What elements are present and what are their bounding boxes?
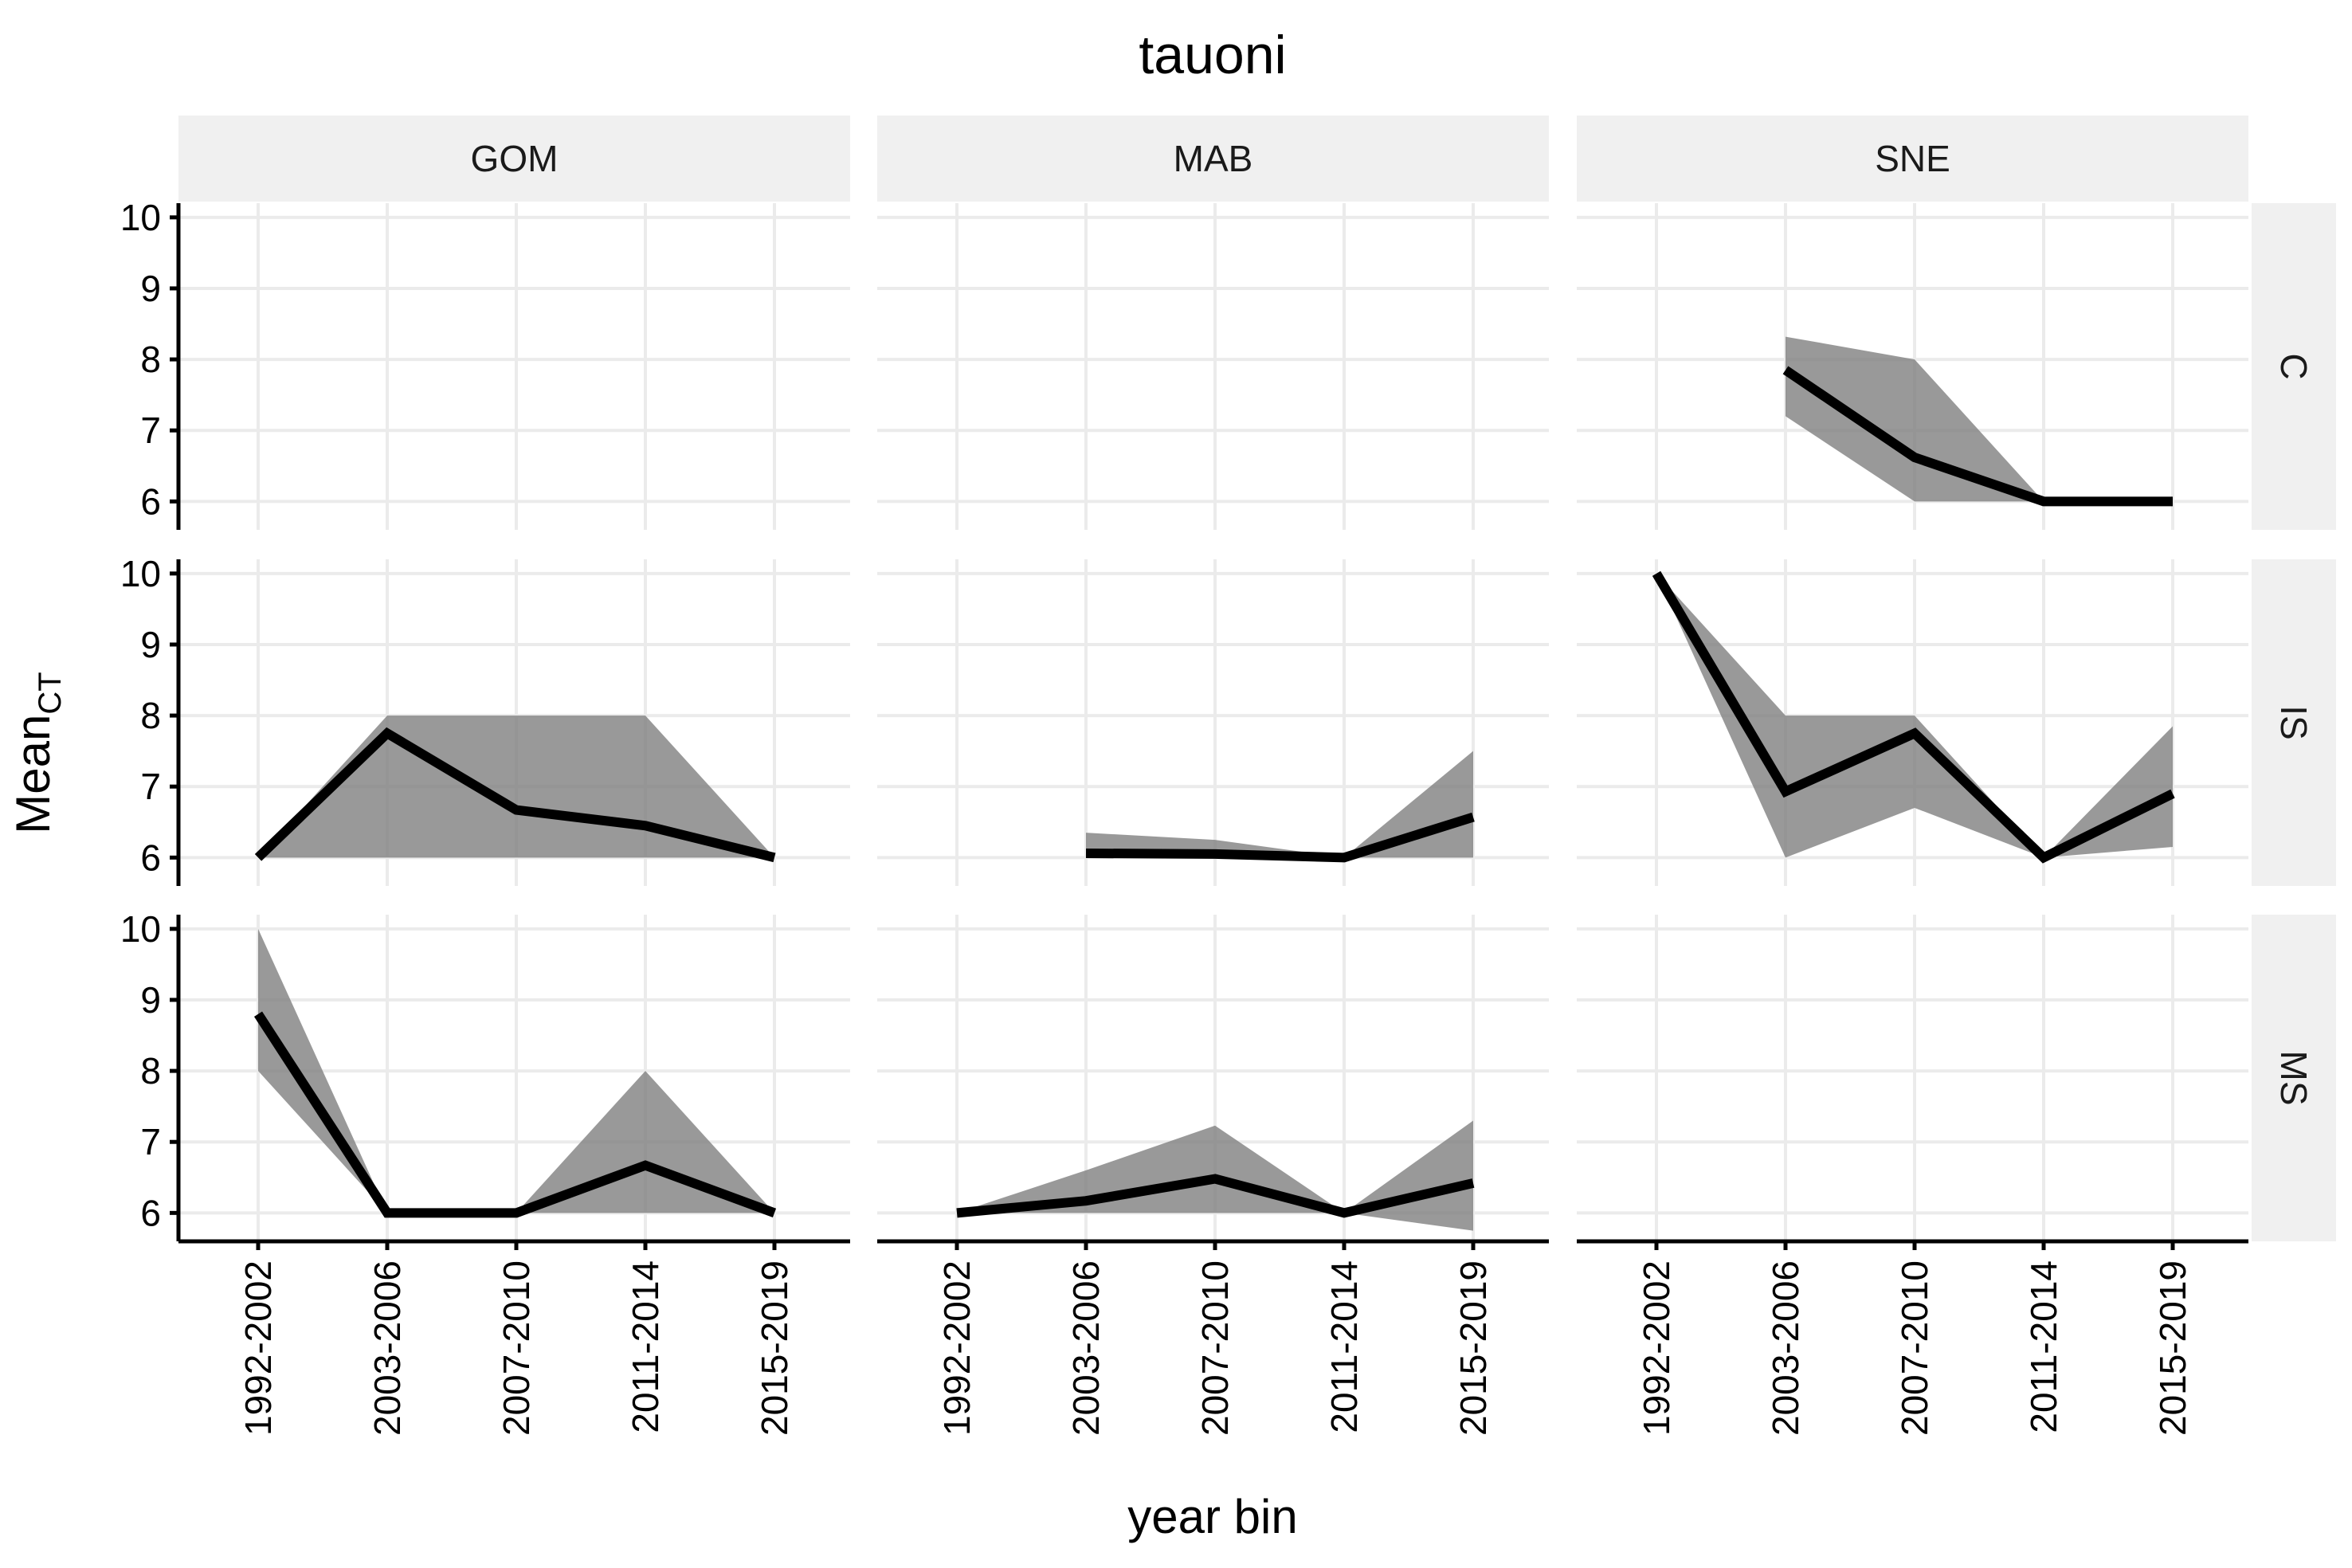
confidence-band-ms-gom <box>258 928 774 1213</box>
series-line-ms-gom <box>253 1011 777 1218</box>
x-tick-label: 2011-2014 <box>1323 1260 1365 1433</box>
x-axis-title: year bin <box>1127 1490 1297 1543</box>
x-tick-label: 2015-2019 <box>2152 1260 2193 1436</box>
column-strip-label: SNE <box>1875 138 1950 179</box>
x-tick-label: 1992-2002 <box>1636 1260 1677 1436</box>
series-line-is-sne <box>1652 570 2175 864</box>
chart-title: tauoni <box>1139 25 1286 85</box>
row-strip-ms <box>2252 915 2336 1241</box>
x-tick-label: 2007-2010 <box>496 1260 537 1436</box>
panel-c-gom <box>178 203 850 530</box>
y-axis-title-main: Mean <box>6 715 60 834</box>
series-line-c-sne <box>1782 366 2173 507</box>
column-strip-gom <box>178 116 850 202</box>
y-tick-label: 8 <box>140 695 161 736</box>
row-strip-c <box>2252 203 2336 530</box>
y-tick-label: 8 <box>140 339 161 380</box>
y-tick-label: 10 <box>120 553 161 594</box>
y-tick-label: 6 <box>140 480 161 522</box>
y-tick-label: 9 <box>140 624 161 665</box>
row-strip-label: IS <box>2273 705 2315 739</box>
y-tick-label: 10 <box>120 908 161 950</box>
column-strip-label: MAB <box>1174 138 1253 179</box>
x-tick-label: 2015-2019 <box>1452 1260 1494 1436</box>
y-tick-label: 7 <box>140 410 161 451</box>
series-line-is-gom <box>254 727 776 863</box>
panel-c-mab <box>877 203 1549 530</box>
y-tick-label: 8 <box>140 1050 161 1092</box>
confidence-band-c-sne <box>1786 336 2173 502</box>
confidence-band-is-mab <box>1086 751 1473 858</box>
y-tick-label: 10 <box>120 197 161 238</box>
panels-layer: GOM MAB SNE C IS MS 6 7 8 9 10 6 7 8 9 10 6 7 8 9 10 1992-200… <box>120 116 2336 1436</box>
y-axis-title-subscript: CT <box>33 672 68 714</box>
x-tick-label: 2015-2019 <box>754 1260 795 1436</box>
x-tick-label: 1992-2002 <box>237 1260 279 1436</box>
x-tick-label: 2011-2014 <box>2023 1260 2064 1433</box>
y-axis-title: MeanCT <box>6 672 68 833</box>
y-tick-label: 7 <box>140 766 161 807</box>
x-tick-label: 2011-2014 <box>625 1260 666 1433</box>
row-strip-label: MS <box>2273 1051 2315 1106</box>
x-tick-label: 2007-2010 <box>1894 1260 1935 1436</box>
y-tick-label: 9 <box>140 268 161 309</box>
x-tick-label: 2003-2006 <box>1065 1260 1107 1436</box>
x-tick-label: 2007-2010 <box>1194 1260 1236 1436</box>
column-strip-mab <box>877 116 1549 202</box>
x-tick-label: 2003-2006 <box>1765 1260 1806 1436</box>
y-tick-label: 6 <box>140 1192 161 1233</box>
x-tick-label: 1992-2002 <box>936 1260 978 1436</box>
series-line-ms-mab <box>956 1174 1475 1218</box>
x-tick-label: 2003-2006 <box>367 1260 408 1436</box>
panel-ms-sne <box>1577 915 2248 1241</box>
row-strip-label: C <box>2273 353 2315 379</box>
y-tick-label: 7 <box>140 1121 161 1162</box>
column-strip-label: GOM <box>471 138 559 179</box>
y-tick-label: 9 <box>140 979 161 1021</box>
column-strip-sne <box>1577 116 2248 202</box>
series-line-is-mab <box>1085 812 1475 863</box>
y-tick-label: 6 <box>140 837 161 878</box>
row-strip-is <box>2252 559 2336 886</box>
